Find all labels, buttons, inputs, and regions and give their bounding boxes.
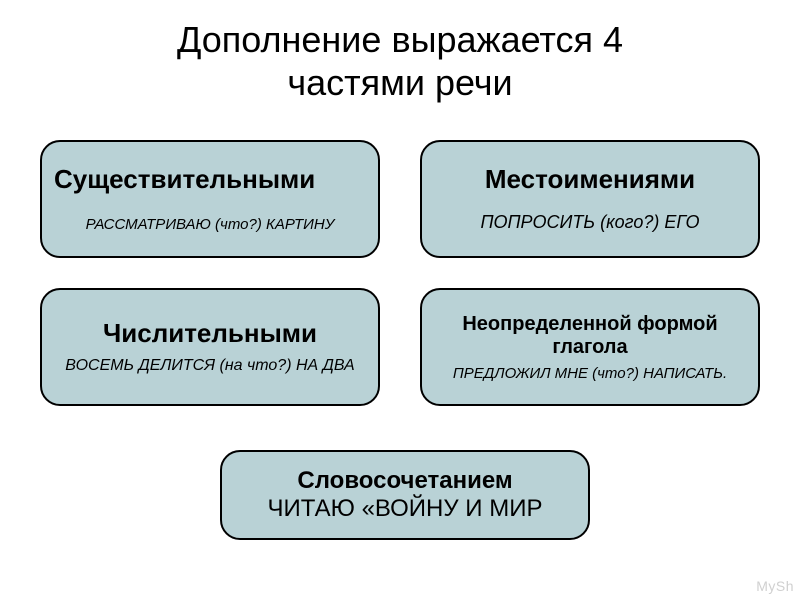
box-nouns: Существительными РАССМАТРИВАЮ (что?) КАР… (40, 140, 380, 258)
box-infinitive: Неопределенной формой глагола ПРЕДЛОЖИЛ … (420, 288, 760, 406)
box-example: ЧИТАЮ «ВОЙНУ И МИР (268, 495, 543, 523)
box-phrase: Словосочетанием ЧИТАЮ «ВОЙНУ И МИР (220, 450, 590, 540)
box-pronouns: Местоимениями ПОПРОСИТЬ (кого?) ЕГО (420, 140, 760, 258)
box-example: РАССМАТРИВАЮ (что?) КАРТИНУ (86, 216, 335, 233)
page-title: Дополнение выражается 4 частями речи (0, 0, 800, 104)
box-example: ПРЕДЛОЖИЛ МНЕ (что?) НАПИСАТЬ. (453, 365, 727, 382)
box-heading: Существительными (54, 165, 315, 195)
box-heading: Неопределенной формой глагола (430, 313, 750, 359)
box-heading: Словосочетанием (297, 467, 512, 495)
box-example: ВОСЕМЬ ДЕЛИТСЯ (на что?) НА ДВА (65, 357, 354, 375)
box-example: ПОПРОСИТЬ (кого?) ЕГО (480, 212, 699, 233)
title-line-2: частями речи (287, 62, 512, 103)
watermark: MySh (756, 578, 794, 594)
box-heading: Местоимениями (485, 165, 695, 195)
box-numerals: Числительными ВОСЕМЬ ДЕЛИТСЯ (на что?) Н… (40, 288, 380, 406)
title-line-1: Дополнение выражается 4 (177, 19, 623, 60)
box-grid: Существительными РАССМАТРИВАЮ (что?) КАР… (40, 140, 760, 406)
box-heading: Числительными (103, 319, 317, 349)
